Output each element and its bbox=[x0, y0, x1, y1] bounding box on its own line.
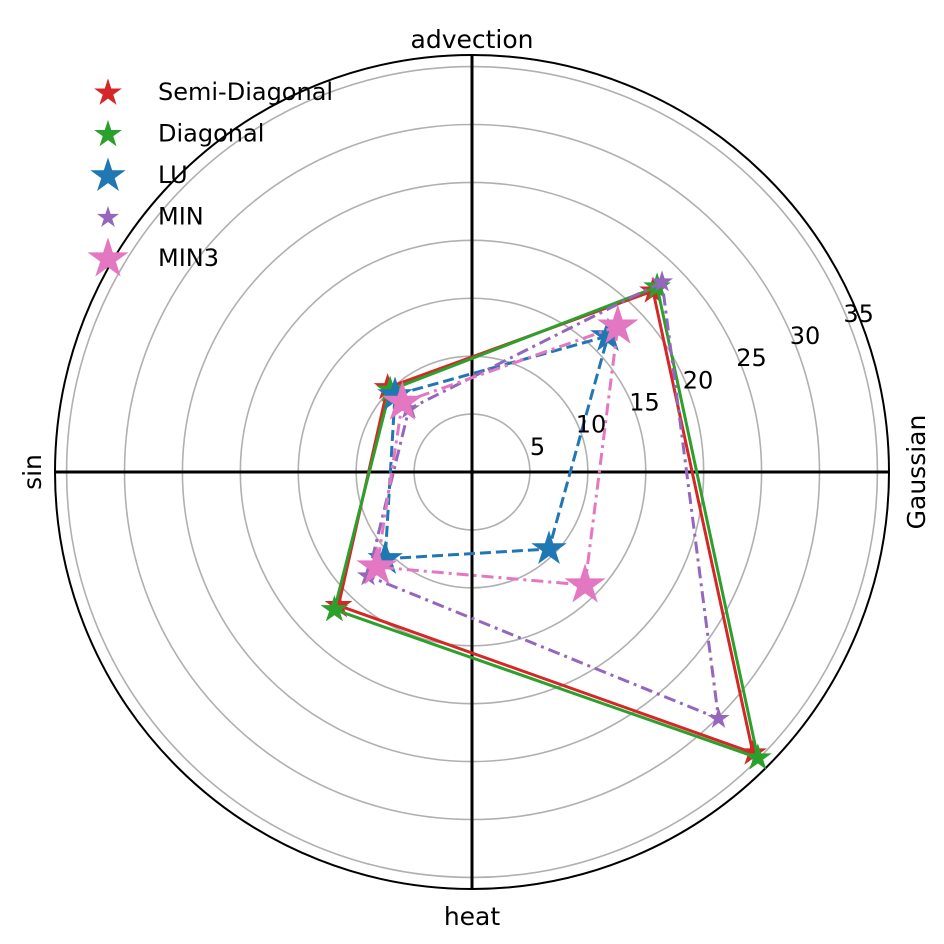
data-point-3 bbox=[564, 563, 606, 603]
category-labels: Gaussian advection sin heat bbox=[18, 25, 931, 931]
series-lu bbox=[367, 317, 626, 574]
legend: Semi-Diagonal Diagonal LU MIN MIN3 bbox=[87, 78, 333, 277]
data-point-0 bbox=[650, 270, 674, 292]
legend-item-lu: LU bbox=[90, 157, 188, 192]
legend-item-min3: MIN3 bbox=[87, 237, 219, 277]
legend-label: Diagonal bbox=[158, 120, 264, 148]
rtick-label-6: 35 bbox=[843, 300, 874, 328]
category-label-advection: advection bbox=[411, 25, 534, 54]
legend-marker bbox=[90, 157, 126, 192]
rtick-label-0: 5 bbox=[530, 433, 545, 461]
series-min bbox=[356, 270, 730, 728]
legend-label: Semi-Diagonal bbox=[158, 78, 333, 106]
data-point-3 bbox=[531, 530, 567, 565]
data-point-1 bbox=[381, 380, 423, 420]
data-point-3 bbox=[743, 743, 772, 770]
data-point-2 bbox=[320, 594, 349, 622]
series-line bbox=[375, 323, 620, 587]
legend-label: LU bbox=[158, 161, 188, 189]
data-point-3 bbox=[707, 706, 730, 728]
category-label-heat: heat bbox=[444, 902, 501, 931]
legend-marker bbox=[94, 119, 122, 147]
legend-label: MIN3 bbox=[158, 244, 219, 272]
category-label-sin: sin bbox=[18, 454, 47, 490]
legend-marker bbox=[96, 205, 120, 227]
rtick-label-4: 25 bbox=[736, 344, 767, 372]
series-min3 bbox=[356, 304, 639, 603]
series-layer bbox=[320, 270, 772, 770]
rtick-label-2: 15 bbox=[629, 389, 660, 417]
rtick-label-3: 20 bbox=[683, 366, 714, 394]
legend-item-semi-diagonal: Semi-Diagonal bbox=[94, 78, 333, 106]
legend-marker bbox=[94, 78, 122, 105]
rtick-label-5: 30 bbox=[790, 322, 821, 350]
legend-item-min: MIN bbox=[96, 203, 204, 231]
category-axes bbox=[55, 55, 889, 889]
rtick-label-1: 10 bbox=[576, 411, 607, 439]
category-label-gaussian: Gaussian bbox=[902, 415, 931, 530]
legend-label: MIN bbox=[158, 203, 204, 231]
series-diagonal bbox=[320, 272, 772, 770]
data-point-0 bbox=[597, 304, 639, 344]
legend-marker bbox=[87, 237, 129, 277]
legend-item-diagonal: Diagonal bbox=[94, 119, 264, 148]
data-point-2 bbox=[356, 545, 398, 585]
radial-tick-labels: 5 10 15 20 25 30 35 bbox=[530, 300, 874, 461]
